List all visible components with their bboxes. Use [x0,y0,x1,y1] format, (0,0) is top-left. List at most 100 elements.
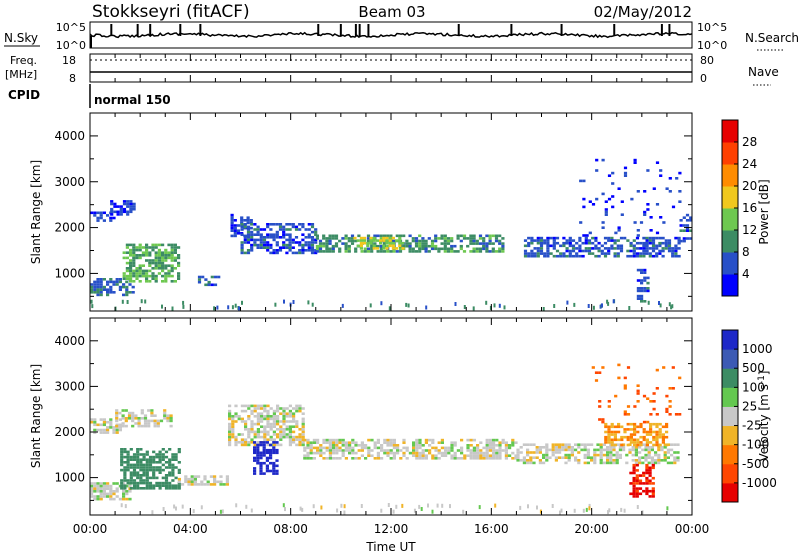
heatmap-cell [106,487,110,490]
heatmap-cell [398,241,402,245]
heatmap-cell [434,237,438,240]
heatmap-cell [112,492,116,496]
heatmap-cell [301,249,305,252]
heatmap-cell [132,479,137,482]
heatmap-cell [685,224,690,227]
heatmap-cell [501,242,505,245]
heatmap-cell [660,448,664,452]
heatmap-cell [152,471,156,474]
heatmap-cell [661,241,665,245]
heatmap-cell [225,475,229,478]
heatmap-cell [282,428,286,431]
heatmap-cell [386,441,390,444]
heatmap-cell [449,504,451,509]
heatmap-cell [158,458,162,461]
heatmap-cell [418,247,422,251]
heatmap-cell [109,487,113,490]
heatmap-cell [278,249,283,252]
heatmap-cell [376,451,380,455]
heatmap-cell [373,242,377,245]
heatmap-cell [650,448,654,452]
heatmap-cell [645,489,649,493]
heatmap-cell [682,216,686,219]
heatmap-cell [645,466,649,470]
heatmap-cell [632,249,636,253]
heatmap-cell [246,236,251,239]
heatmap-cell [306,441,310,444]
heatmap-cell [148,254,152,257]
heatmap-cell [651,489,655,493]
heatmap-cell [135,246,139,249]
heatmap-cell [262,228,267,231]
colorbar-tick-label: 16 [742,201,757,215]
heatmap-cell [263,425,267,428]
heatmap-cell [250,438,254,441]
heatmap-cell [285,233,289,236]
heatmap-cell [386,451,390,455]
heatmap-cell [231,435,235,439]
heatmap-cell [599,453,603,457]
heatmap-cell [272,472,276,475]
heatmap-cell [655,247,659,250]
heatmap-cell [174,455,178,459]
heatmap-cell [259,451,263,455]
heatmap-cell [276,433,280,436]
heatmap-cell [143,419,148,423]
heatmap-cell [240,243,244,247]
heatmap-cell [118,497,122,501]
heatmap-cell [613,241,617,245]
heatmap-cell [641,461,645,465]
heatmap-cell [244,428,248,431]
heatmap-cell [615,456,619,459]
heatmap-cell [647,451,651,454]
heatmap-cell [648,482,652,485]
heatmap-cell [655,244,659,248]
heatmap-cell [102,490,106,493]
heatmap-cell [516,451,520,454]
heatmap-cell [485,446,489,450]
heatmap-cell [102,492,106,496]
heatmap-cell [386,444,390,447]
heatmap-cell [168,481,172,485]
heatmap-cell [292,425,296,428]
x-tick-label: 00:00 [73,522,108,536]
heatmap-cell [366,239,371,243]
heatmap-cell [122,272,126,275]
colorbar-swatch [722,406,738,427]
heatmap-cell [259,443,263,447]
freq-label-1: Freq. [10,54,37,67]
heatmap-cell [504,457,508,460]
heatmap-cell [109,219,113,222]
heatmap-cell [671,205,676,209]
colorbar-tick-label: 500 [742,361,765,375]
heatmap-cell [650,446,654,449]
heatmap-cell [360,441,364,444]
heatmap-cell [298,404,302,408]
colorbar-swatch [722,186,738,209]
heatmap-cell [222,483,226,486]
heatmap-cell [546,254,550,258]
heatmap-cell [126,200,130,203]
heatmap-cell [269,417,273,421]
heatmap-cell [495,449,499,452]
y-tick-label: 3000 [54,175,85,189]
heatmap-cell [591,241,595,245]
heatmap-cell [129,274,133,278]
heatmap-cell [282,407,286,410]
heatmap-cell [671,304,674,309]
heatmap-cell [256,238,260,242]
heatmap-cell [395,247,399,250]
heatmap-cell [139,481,143,485]
heatmap-cell [203,475,207,478]
heatmap-cell [622,448,626,452]
heatmap-cell [578,236,582,240]
heatmap-cell [649,422,653,426]
heatmap-cell [99,428,103,432]
x-tick-label: 12:00 [374,522,409,536]
heatmap-cell [230,229,234,232]
heatmap-cell [228,428,232,431]
heatmap-cell [123,468,127,472]
heatmap-cell [96,487,100,490]
heatmap-cell [585,234,589,237]
heatmap-cell [594,379,599,382]
